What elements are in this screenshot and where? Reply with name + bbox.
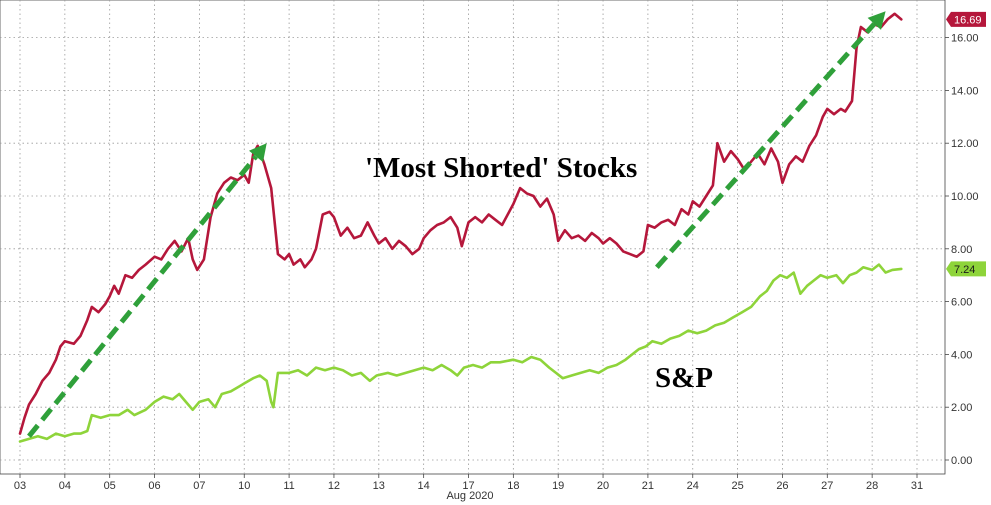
last-value-badge-1 — [946, 261, 986, 277]
x-tick-label: 12 — [328, 480, 340, 492]
last-value-label-0: 16.69 — [954, 14, 982, 26]
trend-arrow-shaft-1 — [655, 22, 877, 269]
x-tick-label: 05 — [104, 480, 116, 492]
trend-arrow-shaft-0 — [27, 154, 258, 438]
plot-frame — [0, 0, 946, 475]
series-line-1 — [18, 263, 903, 443]
x-tick-label: 14 — [418, 480, 430, 492]
trend-arrows — [27, 11, 886, 438]
y-tick-label: 2.00 — [951, 402, 972, 414]
y-tick-label: 4.00 — [951, 349, 972, 361]
x-tick-label: 31 — [911, 480, 923, 492]
x-tick-label: 06 — [148, 480, 160, 492]
trend-arrow-head-0 — [249, 143, 267, 163]
x-tick-label: 11 — [283, 480, 294, 492]
x-tick-label: 10 — [238, 480, 250, 492]
y-tick-label: 6.00 — [951, 297, 972, 309]
grid — [0, 0, 945, 474]
x-tick-label: 19 — [552, 480, 564, 492]
x-tick-label: 07 — [193, 480, 205, 492]
y-tick-label: 10.00 — [951, 191, 979, 203]
y-tick-label: 16.00 — [951, 33, 979, 45]
x-axis: 03 04 05 06 07 10 11 12 13 14 17 18 19 20 21 24 25 26 27 28… — [14, 474, 923, 492]
x-tick-label: 18 — [507, 480, 519, 492]
x-tick-label: 25 — [731, 480, 743, 492]
x-axis-label: Aug 2020 — [446, 490, 493, 502]
x-tick-label: 28 — [866, 480, 878, 492]
y-axis: 0.00 2.00 4.00 6.00 8.00 10.00 12.00 14.00 16.00 — [945, 33, 979, 467]
last-value-label-1: 7.24 — [954, 264, 975, 276]
y-tick-label: 12.00 — [951, 138, 979, 150]
annotation-sp: S&P — [655, 362, 713, 394]
x-tick-label: 03 — [14, 480, 26, 492]
x-tick-label: 20 — [597, 480, 609, 492]
y-tick-label: 14.00 — [951, 85, 979, 97]
x-tick-label: 24 — [687, 480, 699, 492]
x-tick-label: 26 — [776, 480, 788, 492]
annotation-most-shorted: 'Most Shorted' Stocks — [365, 152, 637, 184]
y-tick-label: 8.00 — [951, 244, 972, 256]
last-value-badge-0 — [946, 11, 986, 27]
x-tick-label: 17 — [462, 480, 474, 492]
annotations: 'Most Shorted' Stocks S&P — [365, 152, 713, 394]
last-value-badges: 16.69 7.24 — [946, 11, 986, 277]
y-tick-label: 0.00 — [951, 455, 972, 467]
x-tick-label: 21 — [642, 480, 654, 492]
x-tick-label: 04 — [59, 480, 71, 492]
trend-arrow-head-1 — [867, 11, 886, 30]
x-tick-label: 13 — [373, 480, 385, 492]
x-tick-label: 27 — [821, 480, 833, 492]
